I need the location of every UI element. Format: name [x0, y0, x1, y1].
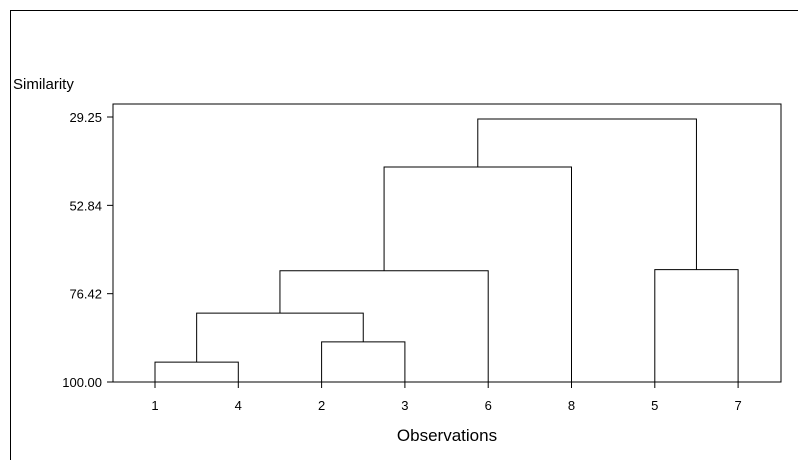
- merge-link-1: [154, 361, 239, 382]
- y-axis-label: Similarity: [13, 76, 74, 93]
- y-tick-label: 52.84: [69, 198, 102, 213]
- y-tick-label: 76.42: [69, 287, 102, 302]
- leaf-label-8: 8: [568, 398, 575, 413]
- merge-link-5: [654, 269, 739, 382]
- leaf-label-5: 5: [651, 398, 658, 413]
- x-axis-label: Observations: [397, 426, 497, 445]
- leaf-label-6: 6: [485, 398, 492, 413]
- merge-link-6: [383, 166, 572, 382]
- y-tick-label: 100.00: [62, 375, 102, 390]
- x-axis-ticks: 1 4 2 3 6 8 5 7: [151, 382, 742, 413]
- y-tick-label: 29.25: [69, 110, 102, 125]
- merge-link-3: [196, 312, 364, 363]
- leaf-label-3: 3: [401, 398, 408, 413]
- leaf-label-1: 1: [151, 398, 158, 413]
- merge-link-2: [321, 341, 406, 382]
- figure-frame: [10, 10, 798, 460]
- y-axis-ticks: 29.25 52.84 76.42 100.00: [62, 110, 113, 390]
- leaf-label-2: 2: [318, 398, 325, 413]
- leaf-label-7: 7: [734, 398, 741, 413]
- dendrogram-links: [154, 118, 739, 382]
- leaf-label-4: 4: [235, 398, 242, 413]
- merge-link-7: [477, 118, 697, 270]
- merge-link-4: [279, 270, 489, 382]
- plot-area: [112, 103, 782, 383]
